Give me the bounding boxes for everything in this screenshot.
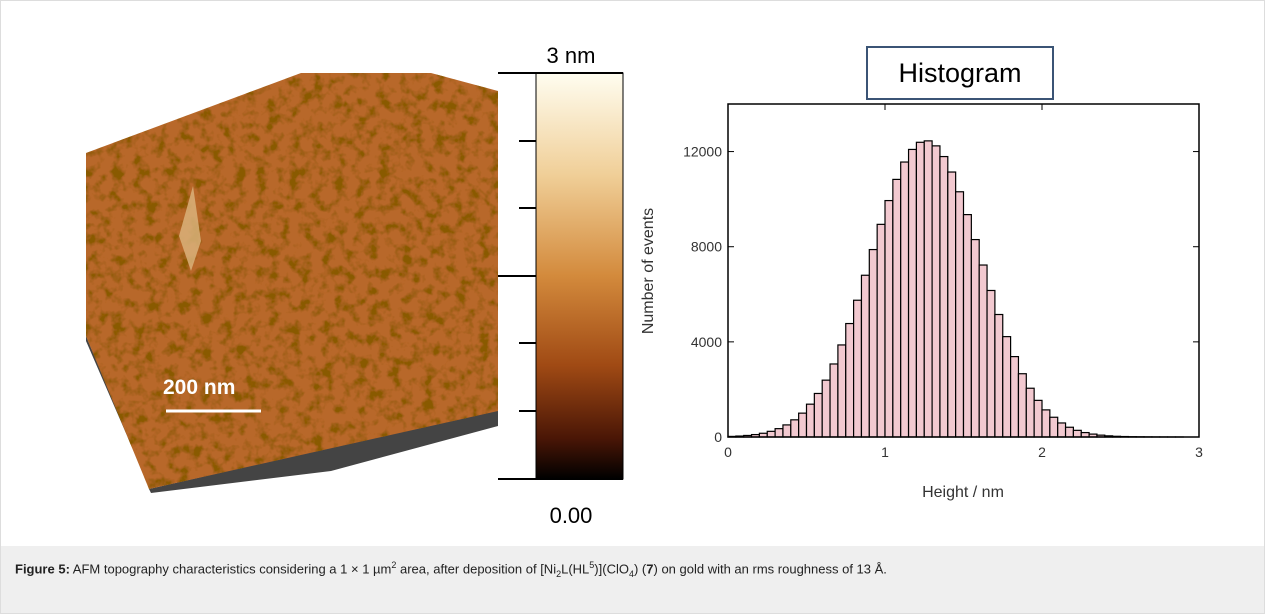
bar [1025, 387, 1035, 438]
x-tick-label: 3 [1195, 444, 1203, 460]
y-tick-label: 8000 [691, 239, 722, 255]
caption-text: ) on gold with an rms roughness of 13 Å. [653, 561, 887, 577]
colorbar-min: 0.00 [550, 503, 593, 528]
bar [845, 322, 855, 438]
bar [939, 155, 949, 438]
caption-text: ) ( [633, 561, 647, 577]
colorbar [535, 72, 624, 480]
chart-title: Histogram [898, 58, 1021, 88]
x-axis-label: Height / nm [922, 484, 1004, 501]
y-tick-label: 4000 [691, 334, 722, 350]
caption-sub: 2 [556, 568, 562, 579]
bar [805, 403, 815, 438]
bar [876, 223, 886, 438]
plot-frame [727, 103, 1200, 438]
caption-text: AFM topography characteristics consideri… [69, 561, 392, 577]
bar [1033, 399, 1043, 438]
x-tick-label: 1 [881, 444, 889, 460]
scale-bar-label: 200 nm [163, 376, 235, 399]
bar [900, 161, 910, 438]
bar [1064, 426, 1075, 438]
bar [892, 178, 902, 438]
colorbar-max: 3 nm [547, 43, 596, 68]
bar [1041, 409, 1051, 438]
bar [852, 299, 863, 438]
caption-text: )](ClO [594, 561, 629, 577]
bar [962, 214, 972, 438]
bar [915, 141, 925, 438]
bar [970, 238, 980, 438]
afm-surface [86, 73, 498, 489]
bar [829, 363, 839, 438]
bar [986, 289, 996, 438]
figure: 200 nm 3 nm 0.00 Histogram Height / nm N… [86, 43, 1203, 528]
bar [947, 171, 957, 438]
colorbar-ticks [498, 72, 623, 480]
bar [907, 148, 917, 438]
bar [955, 191, 965, 438]
bar [931, 145, 941, 438]
bar [1049, 416, 1059, 438]
caption-label: Figure 5: [15, 561, 70, 577]
y-axis-label: Number of events [640, 208, 657, 334]
caption-sub: 4 [628, 568, 634, 579]
bar [1002, 336, 1012, 438]
bar [774, 428, 784, 438]
bar [860, 274, 870, 438]
x-tick-label: 2 [1038, 444, 1046, 460]
bar [1072, 429, 1082, 438]
bar [1009, 356, 1020, 438]
caption-sup: 2 [391, 560, 397, 570]
afm-peak [179, 186, 201, 271]
title-box [866, 46, 1054, 100]
caption-text: L(HL [561, 561, 590, 577]
bar [884, 199, 894, 438]
caption-compound: 7 [646, 561, 654, 577]
x-tick-label: 0 [724, 444, 732, 460]
bar [1017, 373, 1027, 438]
bar [837, 344, 847, 438]
bar [782, 424, 792, 438]
bar [1057, 422, 1067, 438]
bar [821, 379, 831, 438]
bar [798, 412, 808, 438]
caption-text: area, after deposition of [Ni [396, 561, 557, 577]
bar [790, 419, 800, 438]
y-tick-label: 12000 [683, 144, 722, 160]
caption: Figure 5: AFM topography characteristics… [1, 546, 1264, 613]
bar [813, 392, 823, 438]
y-tick-label: 0 [714, 429, 722, 445]
bar [868, 248, 878, 438]
bar [923, 140, 933, 438]
caption-sup: 5 [589, 560, 595, 570]
bar [978, 264, 988, 438]
bar [994, 313, 1004, 438]
bar [766, 430, 776, 438]
